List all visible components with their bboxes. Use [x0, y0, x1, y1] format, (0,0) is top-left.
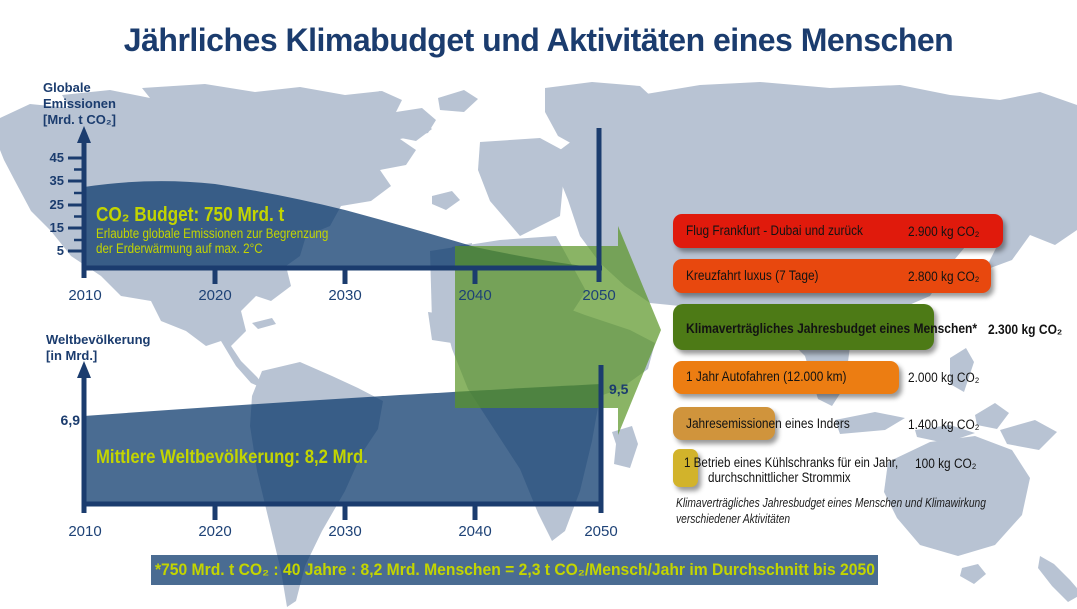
mean-population-label-text: Mittlere Weltbevölkerung: 8,2 Mrd.: [96, 447, 368, 468]
activity-label-india: Jahresemissionen eines Inders: [686, 417, 872, 431]
activities-caption-line1-text: Klimaverträgliches Jahresbudget eines Me…: [676, 496, 986, 510]
activity-label-fridge-line1: 1 Betrieb eines Kühlschranks für ein Jah…: [684, 456, 933, 470]
activities-caption-line2: verschiedener Aktivitäten: [676, 512, 815, 526]
emissions-ytick-5: 5: [56, 243, 64, 258]
population-axis-title-line1: Weltbevölkerung: [46, 332, 151, 347]
page-title: Jährliches Klimabudget und Aktivitäten e…: [123, 22, 954, 58]
emissions-ytick-15: 15: [49, 220, 64, 235]
footnote-bar: *750 Mrd. t CO₂ : 40 Jahre : 8,2 Mrd. Me…: [151, 555, 878, 585]
activity-value-car: 2.000 kg CO₂: [908, 370, 989, 385]
emissions-ytick-35: 35: [49, 173, 64, 188]
mean-population-label: Mittlere Weltbevölkerung: 8,2 Mrd.: [96, 447, 405, 469]
emissions-xtick-2040: 2040: [458, 287, 492, 304]
emissions-xtick-2010: 2010: [68, 287, 102, 304]
activity-label-climate-budget: Klimaverträgliches Jahresbudget eines Me…: [686, 321, 1024, 335]
co2-budget-title: CO₂ Budget: 750 Mrd. t: [96, 204, 315, 227]
activity-value-fridge: 100 kg CO₂: [915, 456, 985, 471]
activity-value-cruise: 2.800 kg CO₂: [908, 269, 989, 284]
co2-budget-subtitle-line2-text: der Erderwärmung auf max. 2°C: [96, 241, 263, 256]
activity-label-car-text: 1 Jahr Autofahren (12.000 km): [686, 369, 847, 384]
emissions-axis-title: Globale Emissionen [Mrd. t CO₂]: [43, 80, 116, 128]
activity-label-fridge-line2: durchschnittlicher Strommix: [708, 471, 874, 485]
population-xtick-2010: 2010: [68, 523, 102, 540]
activity-label-cruise: Kreuzfahrt luxus (7 Tage): [686, 269, 837, 283]
activity-label-fridge-line1-text: 1 Betrieb eines Kühlschranks für ein Jah…: [684, 455, 899, 470]
activity-label-fridge-line2-text: durchschnittlicher Strommix: [708, 470, 851, 485]
population-start-value: 6,9: [60, 412, 80, 428]
activity-label-climate-budget-text: Klimaverträgliches Jahresbudget eines Me…: [686, 320, 978, 336]
population-area: [84, 384, 601, 503]
activity-value-cruise-text: 2.800 kg CO₂: [908, 269, 980, 284]
population-xtick-2020: 2020: [198, 523, 232, 540]
activity-bar-cruise: [673, 259, 991, 293]
activity-bar-flight: [673, 214, 1003, 248]
emissions-axis-title-line2: Emissionen: [43, 96, 116, 111]
activities-caption-line1: Klimaverträgliches Jahresbudget eines Me…: [676, 496, 1054, 510]
activity-label-cruise-text: Kreuzfahrt luxus (7 Tage): [686, 268, 819, 283]
emissions-xtick-2020: 2020: [198, 287, 232, 304]
activity-bar-car: [673, 361, 899, 394]
emissions-axis-title-line1: Globale: [43, 80, 91, 95]
activity-bar-india: [673, 407, 775, 440]
footnote-text: *750 Mrd. t CO₂ : 40 Jahre : 8,2 Mrd. Me…: [154, 560, 875, 579]
emissions-xtick-2030: 2030: [328, 287, 362, 304]
co2-budget-arrow: [455, 226, 661, 435]
activity-bar-climate-budget: [673, 304, 934, 350]
co2-budget-subtitle-line1-text: Erlaubte globale Emissionen zur Begrenzu…: [96, 226, 329, 241]
activity-label-india-text: Jahresemissionen eines Inders: [686, 416, 850, 431]
emissions-ytick-25: 25: [49, 197, 64, 212]
activity-label-flight: Flug Frankfurt - Dubai und zurück: [686, 224, 887, 238]
emissions-ytick-45: 45: [49, 150, 64, 165]
emissions-axis-title-line3: [Mrd. t CO₂]: [43, 112, 116, 127]
population-axis-title: Weltbevölkerung [in Mrd.]: [46, 332, 151, 364]
activity-value-flight: 2.900 kg CO₂: [908, 224, 989, 239]
activity-label-car: 1 Jahr Autofahren (12.000 km): [686, 370, 868, 384]
activity-value-india: 1.400 kg CO₂: [908, 417, 989, 432]
co2-budget-subtitle-line1: Erlaubte globale Emissionen zur Begrenzu…: [96, 226, 366, 241]
activity-label-flight-text: Flug Frankfurt - Dubai und zurück: [686, 223, 863, 238]
population-xtick-2050: 2050: [584, 523, 618, 540]
co2-budget-subtitle-line2: der Erderwärmung auf max. 2°C: [96, 241, 290, 256]
population-axis-title-line2: [in Mrd.]: [46, 348, 98, 363]
activities-caption-line2-text: verschiedener Aktivitäten: [676, 512, 791, 526]
co2-budget-title-text: CO₂ Budget: 750 Mrd. t: [96, 204, 285, 226]
activity-value-climate-budget: 2.300 kg CO₂: [988, 321, 1074, 337]
activity-value-flight-text: 2.900 kg CO₂: [908, 224, 980, 239]
activity-value-car-text: 2.000 kg CO₂: [908, 370, 980, 385]
emissions-xtick-2050: 2050: [582, 287, 616, 304]
activity-value-fridge-text: 100 kg CO₂: [915, 456, 977, 471]
activity-value-india-text: 1.400 kg CO₂: [908, 417, 980, 432]
population-xtick-2040: 2040: [458, 523, 492, 540]
population-end-value: 9,5: [609, 381, 629, 397]
activity-value-climate-budget-text: 2.300 kg CO₂: [988, 321, 1063, 337]
population-xtick-2030: 2030: [328, 523, 362, 540]
activity-bar-fridge: [673, 449, 698, 487]
